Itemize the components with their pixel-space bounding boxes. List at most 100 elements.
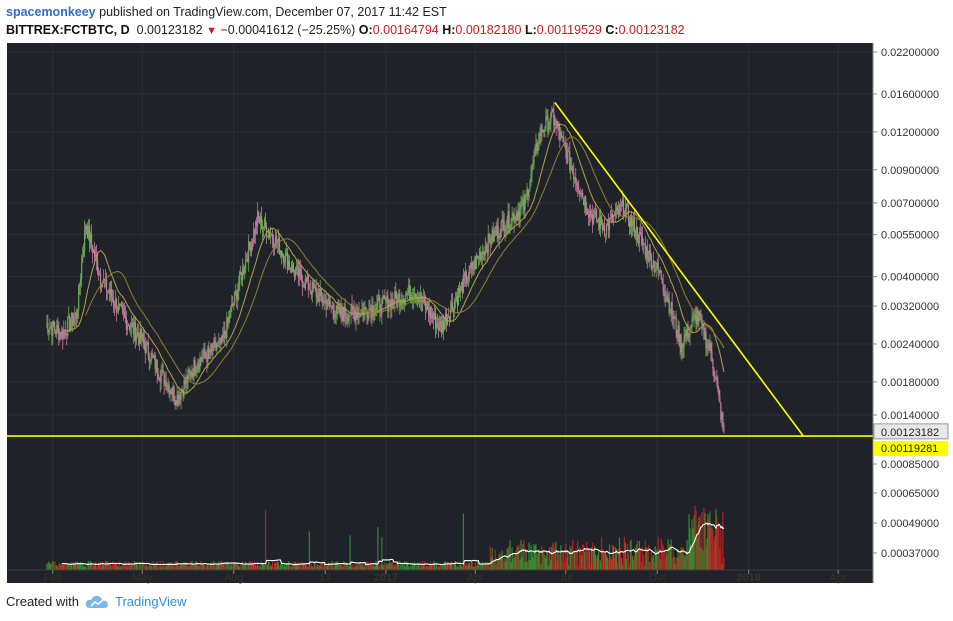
- candle-body: [398, 294, 400, 296]
- candle-body: [559, 131, 561, 140]
- candle-body: [266, 236, 269, 238]
- chart-area[interactable]: 0.02200000 0.01600000 0.01200000 0.00900000…: [0, 41, 953, 586]
- candle-body: [320, 288, 322, 296]
- volume-bar: [283, 564, 286, 570]
- candle-body: [688, 335, 690, 338]
- candle-body: [599, 215, 602, 229]
- candle-body: [314, 286, 316, 289]
- candle-body: [268, 231, 271, 238]
- candle-body: [500, 222, 502, 238]
- candle-body: [90, 234, 93, 246]
- candle-body: [195, 371, 197, 374]
- candle-body: [551, 108, 553, 113]
- volume-bar: [46, 563, 48, 570]
- volume-bar: [515, 550, 517, 570]
- candle-body: [77, 310, 79, 319]
- candle-body: [563, 137, 565, 142]
- candle-body: [438, 321, 441, 331]
- volume-bar: [182, 563, 184, 570]
- volume-bar: [265, 563, 268, 570]
- volume-bar: [95, 566, 98, 570]
- candle-body: [510, 222, 512, 228]
- volume-bar: [641, 546, 643, 570]
- price-axis[interactable]: 0.02200000 0.01600000 0.01200000 0.00900000…: [873, 47, 949, 560]
- volume-bar: [65, 563, 67, 570]
- volume-bar: [343, 561, 345, 570]
- volume-bar: [143, 563, 145, 570]
- volume-bar: [619, 548, 622, 570]
- volume-bar: [476, 562, 478, 570]
- candle-body: [82, 256, 84, 263]
- candle-body: [666, 295, 668, 302]
- candle-body: [352, 306, 354, 311]
- candle-body: [224, 331, 226, 335]
- candle-body: [270, 234, 273, 236]
- candle-body: [641, 236, 643, 245]
- volume-bar: [505, 560, 507, 570]
- candle-body: [678, 325, 680, 346]
- volume-bar: [695, 510, 697, 570]
- candle-body: [723, 425, 725, 432]
- time-axis[interactable]: Feb May Aug 17 2017 Apr Jul Oct 2018 Apr: [43, 570, 847, 584]
- candle-body: [70, 323, 72, 331]
- candle-body: [120, 304, 123, 307]
- volume-bar: [223, 562, 225, 570]
- resistance-trendline[interactable]: [554, 101, 805, 437]
- candle-body: [286, 252, 289, 270]
- volume-bar: [170, 561, 172, 570]
- volume-bar: [97, 561, 100, 570]
- candle-body: [482, 251, 484, 252]
- volume-bar: [86, 566, 88, 570]
- volume-bar: [348, 565, 350, 570]
- candle-body: [502, 218, 504, 222]
- candle-body: [463, 275, 465, 277]
- candle-body: [145, 342, 147, 353]
- author-username[interactable]: spacemonkeey: [6, 5, 96, 19]
- candle-body: [585, 196, 587, 209]
- volume-bar: [680, 546, 682, 570]
- price-candles: [46, 102, 725, 434]
- candle-body: [227, 317, 229, 322]
- volume-bar: [61, 564, 63, 570]
- candle-body: [334, 317, 336, 319]
- price-chart[interactable]: 0.02200000 0.01600000 0.01200000 0.00900000…: [0, 41, 953, 586]
- candle-body: [659, 270, 661, 273]
- tradingview-brand-link[interactable]: TradingView: [114, 594, 187, 609]
- volume-bar: [226, 561, 228, 570]
- candle-body: [240, 272, 242, 275]
- candle-body: [481, 251, 483, 261]
- candle-body: [234, 291, 236, 303]
- candle-body: [658, 270, 660, 273]
- candle-body: [57, 325, 59, 329]
- volume-bar: [62, 564, 64, 570]
- volume-bar: [400, 563, 402, 570]
- volume-bar: [552, 542, 554, 570]
- candle-body: [541, 125, 543, 133]
- candle-body: [297, 266, 299, 278]
- volume-bar: [678, 556, 680, 570]
- candle-body: [652, 260, 654, 267]
- volume-bar: [473, 566, 475, 570]
- candle-body: [207, 346, 209, 362]
- candle-body: [252, 241, 254, 243]
- candle-body: [356, 312, 358, 318]
- volume-bar: [650, 550, 652, 570]
- candle-body: [288, 261, 291, 268]
- candle-body: [467, 276, 469, 281]
- candle-body: [402, 299, 404, 304]
- candle-body: [364, 306, 366, 309]
- volume-bar: [560, 545, 562, 570]
- volume-bar: [354, 566, 356, 570]
- volume-bar: [351, 566, 353, 570]
- candle-body: [490, 243, 492, 245]
- candle-body: [223, 331, 225, 338]
- volume-bar: [93, 564, 96, 570]
- candle-body: [328, 298, 330, 301]
- volume-bar: [187, 566, 189, 570]
- volume-bar: [666, 554, 668, 570]
- volume-bar: [582, 544, 584, 570]
- volume-bar: [684, 556, 686, 570]
- volume-bar: [297, 562, 299, 570]
- price-tick-label: 0.00180000: [881, 377, 939, 389]
- volume-bar: [220, 561, 222, 570]
